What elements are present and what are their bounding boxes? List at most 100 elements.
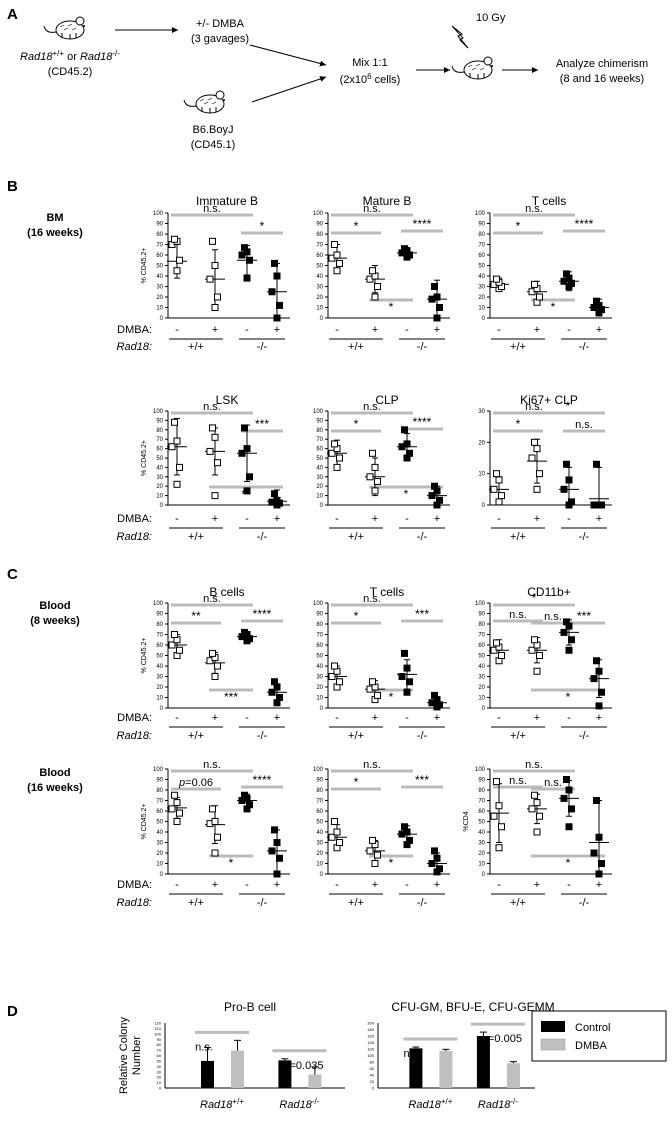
donor-mouse-icon	[43, 16, 86, 40]
data-point	[528, 454, 536, 462]
dmba-value: -	[245, 712, 249, 724]
data-point	[271, 490, 278, 498]
data-point	[374, 478, 381, 485]
dmba-value: -	[497, 712, 501, 724]
significance-label: *	[532, 591, 537, 605]
data-point	[276, 694, 283, 701]
y-tick-label: 20	[478, 440, 485, 446]
y-tick-label: 50	[316, 654, 323, 660]
data-point	[246, 801, 253, 809]
dmba-value: +	[534, 324, 540, 336]
data-point	[328, 833, 336, 841]
data-point	[209, 805, 216, 813]
dmba-value: +	[596, 879, 602, 891]
data-point	[371, 860, 379, 867]
data-point	[336, 259, 343, 267]
significance-label: *	[516, 219, 521, 233]
legend-swatch-control	[541, 1021, 565, 1032]
data-point	[536, 812, 543, 820]
data-point	[276, 301, 283, 309]
genotype-ko: -/-	[257, 897, 268, 909]
y-tick-label: 10	[478, 472, 485, 478]
genotype-wt: +/+	[348, 531, 364, 543]
y-axis-label: % CD45.2+	[141, 248, 148, 284]
data-point	[428, 492, 436, 500]
data-point	[593, 797, 600, 804]
treatment-label: +/- DMBA	[196, 18, 245, 30]
data-point	[241, 424, 248, 432]
data-point	[598, 860, 605, 867]
significance-label: *	[229, 856, 234, 870]
y-tick-label: 30	[156, 475, 163, 481]
y-tick-label: 40	[156, 465, 163, 471]
y-tick-label: 40	[316, 664, 323, 670]
data-point	[246, 473, 253, 481]
y-tick-label: 10	[156, 494, 163, 500]
y-tick-label: 100	[313, 601, 324, 607]
data-point	[406, 678, 413, 686]
data-point	[565, 786, 573, 794]
data-point	[209, 649, 216, 657]
genotype-wt: +/+	[348, 897, 364, 909]
data-point	[209, 237, 216, 245]
y-tick-label: 80	[316, 232, 323, 238]
data-point	[595, 833, 603, 841]
data-point	[268, 288, 276, 296]
significance-label: *	[566, 399, 571, 413]
data-point	[495, 498, 503, 506]
genotype-ko: -/-	[257, 341, 268, 353]
y-tick-label: 100	[475, 601, 486, 607]
genotype-wt: +/+	[348, 341, 364, 353]
dmba-value: -	[405, 513, 409, 525]
y-tick-label: 10	[478, 306, 485, 312]
y-tick-label: 20	[156, 685, 163, 691]
data-point	[331, 241, 338, 248]
panel-title: Mature B	[363, 194, 412, 208]
genotype-ko: -/-	[257, 730, 268, 742]
data-point	[273, 839, 281, 846]
significance-label: *	[389, 690, 394, 704]
mix-label: Mix 1:1	[352, 57, 387, 69]
data-point	[214, 833, 221, 841]
y-tick-label: 30	[316, 285, 323, 291]
competitor-mouse-icon	[183, 90, 226, 114]
data-point	[374, 691, 381, 699]
significance-label: **	[191, 609, 201, 623]
data-point	[531, 791, 538, 799]
dmba-value: -	[497, 324, 501, 336]
panel-title: B cells	[209, 585, 244, 599]
data-point	[436, 865, 443, 873]
y-tick-label: 100	[475, 211, 486, 217]
bar-chart-title: CFU-GM, BFU-E, CFU-GEMM	[391, 1000, 554, 1014]
significance-label: *	[389, 300, 394, 314]
dmba-value: -	[175, 879, 179, 891]
y-tick-label: 200	[367, 1021, 374, 1026]
significance-label: *	[354, 219, 359, 233]
data-point	[173, 818, 181, 825]
data-point	[333, 251, 341, 259]
y-tick-label: 100	[313, 211, 324, 217]
dmba-value: -	[175, 324, 179, 336]
y-tick-label: 60	[156, 253, 163, 259]
genotype-wt: +/+	[188, 531, 204, 543]
y-tick-label: 100	[154, 1031, 161, 1036]
y-tick-label: 50	[316, 820, 323, 826]
dmba-row-label: DMBA:	[117, 712, 152, 724]
p-value-label: p=0.035	[282, 1060, 323, 1072]
row-label-blood16-time: (16 weeks)	[27, 782, 83, 794]
y-axis-label: Relative ColonyNumber	[118, 1016, 143, 1094]
data-point	[565, 476, 573, 484]
data-point	[490, 485, 498, 493]
data-point	[533, 667, 541, 675]
dmba-value: +	[274, 324, 280, 336]
data-point	[268, 847, 276, 855]
data-point	[431, 482, 438, 490]
data-point	[593, 657, 600, 665]
data-point	[371, 463, 379, 471]
data-point	[371, 293, 379, 301]
genotype-wt: +/+	[510, 531, 526, 543]
arrow-competitor-mix	[251, 76, 327, 103]
y-tick-label: 10	[157, 1080, 162, 1085]
dmba-value: +	[274, 879, 280, 891]
